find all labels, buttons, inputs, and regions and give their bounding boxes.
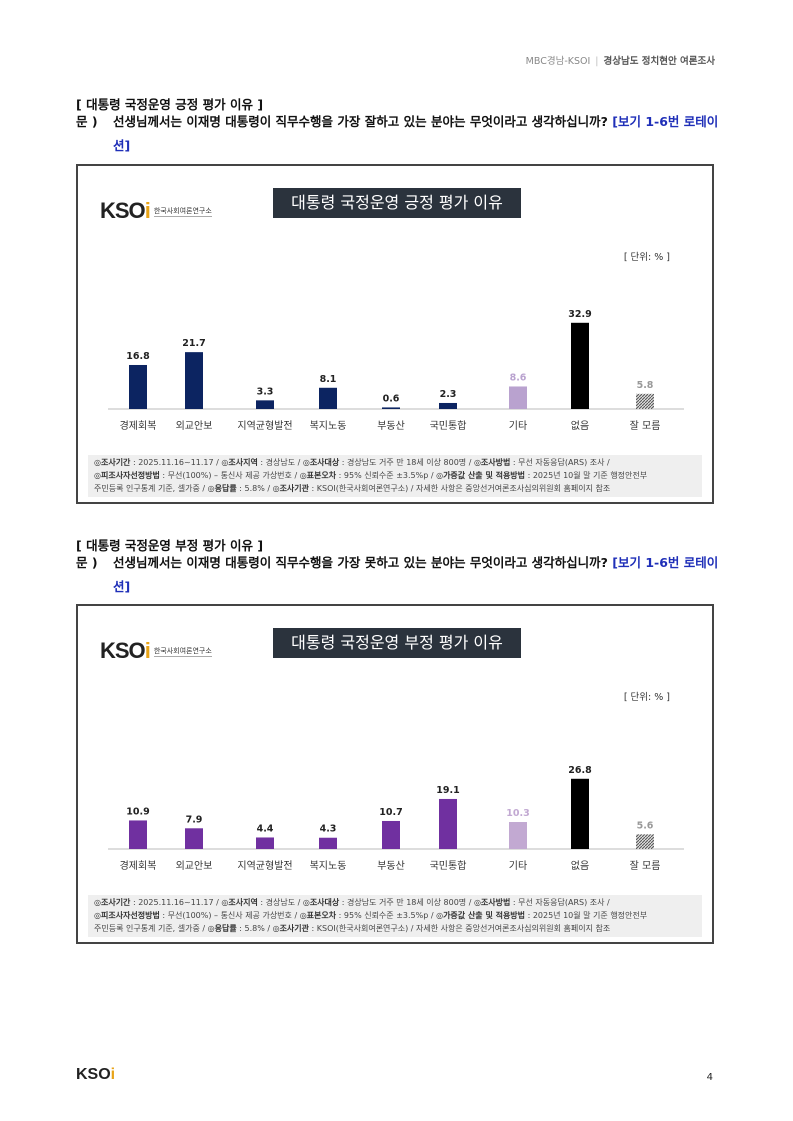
chart-panel-positive: KSOi 한국사회여론연구소 대통령 국정운영 긍정 평가 이유 [ 단위: % … — [76, 164, 714, 504]
bar-지역균형발전 — [256, 837, 274, 849]
bar-복지노동 — [319, 387, 337, 409]
question-text: 선생님께서는 이재명 대통령이 직무수행을 가장 못하고 있는 분야는 무엇이라… — [113, 555, 608, 570]
value-label: 5.6 — [637, 820, 654, 831]
value-label: 16.8 — [126, 351, 150, 362]
category-label: 지역균형발전 — [237, 860, 292, 872]
category-label: 복지노동 — [310, 860, 347, 872]
value-label: 10.9 — [126, 806, 149, 817]
category-label: 없음 — [571, 419, 589, 432]
category-label: 복지노동 — [310, 420, 347, 432]
logo-subtitle: 한국사회여론연구소 — [153, 206, 212, 217]
ksoi-logo: KSOi 한국사회여론연구소 — [100, 198, 212, 223]
category-label: 잘 모름 — [630, 420, 661, 432]
chart-panel-negative: KSOi 한국사회여론연구소 대통령 국정운영 부정 평가 이유 [ 단위: % … — [76, 604, 714, 944]
value-label: 26.8 — [568, 765, 592, 776]
bar-없음 — [571, 322, 589, 409]
chart-title: 대통령 국정운영 긍정 평가 이유 — [273, 188, 521, 218]
question: 문 ) 선생님께서는 이재명 대통령이 직무수행을 가장 잘하고 있는 분야는 무… — [76, 110, 726, 158]
category-label: 기타 — [509, 860, 527, 872]
category-label: 없음 — [571, 859, 589, 872]
question-label: 문 ) — [76, 114, 98, 129]
bar-외교안보 — [185, 828, 203, 849]
value-label: 8.6 — [510, 372, 527, 383]
value-label: 7.9 — [186, 814, 203, 825]
value-label: 10.7 — [379, 807, 402, 818]
value-label: 4.4 — [257, 823, 274, 834]
survey-footnote: ◎조사기간 : 2025.11.16~11.17 / ◎조사지역 : 경상남도 … — [88, 455, 702, 497]
category-label: 기타 — [509, 420, 527, 432]
footnote-line: ◎피조사자선정방법 : 무선(100%) – 통신사 제공 가상번호 / ◎표본… — [94, 471, 648, 480]
ksoi-logo: KSOi 한국사회여론연구소 — [100, 638, 212, 663]
page-number: 4 — [706, 1072, 713, 1083]
survey-footnote: ◎조사기간 : 2025.11.16~11.17 / ◎조사지역 : 경상남도 … — [88, 895, 702, 937]
section-title: [ 대통령 국정운영 부정 평가 이유 ] — [76, 538, 264, 553]
bar-복지노동 — [319, 837, 337, 849]
value-label: 3.3 — [257, 386, 274, 397]
header-title: 경상남도 정치현안 여론조사 — [603, 56, 716, 67]
bar-기타 — [509, 386, 527, 409]
bar-잘 모름 — [636, 834, 654, 849]
footnote-line: ◎조사기간 : 2025.11.16~11.17 / ◎조사지역 : 경상남도 … — [94, 458, 610, 467]
category-label: 외교안보 — [176, 420, 213, 432]
category-label: 부동산 — [377, 860, 405, 872]
footnote-line: ◎조사기간 : 2025.11.16~11.17 / ◎조사지역 : 경상남도 … — [94, 898, 610, 907]
question-label: 문 ) — [76, 555, 98, 570]
category-label: 잘 모름 — [630, 860, 661, 872]
bar-외교안보 — [185, 352, 203, 409]
bar-잘 모름 — [636, 393, 654, 409]
bar-국민통합 — [439, 402, 457, 409]
value-label: 5.8 — [637, 380, 654, 391]
value-label: 10.3 — [506, 808, 529, 819]
unit-label: [ 단위: % ] — [623, 252, 670, 263]
value-label: 19.1 — [436, 785, 459, 796]
bar-없음 — [571, 778, 589, 849]
value-label: 4.3 — [320, 824, 337, 835]
category-label: 외교안보 — [176, 860, 213, 872]
bar-부동산 — [382, 820, 400, 849]
category-label: 지역균형발전 — [237, 420, 292, 432]
footnote-line: ◎피조사자선정방법 : 무선(100%) – 통신사 제공 가상번호 / ◎표본… — [94, 911, 648, 920]
chart-title: 대통령 국정운영 부정 평가 이유 — [273, 628, 521, 658]
section-title: [ 대통령 국정운영 긍정 평가 이유 ] — [76, 97, 264, 112]
value-label: 8.1 — [320, 374, 337, 385]
footnote-line: 주민등록 인구통계 기준, 셀가중 / ◎응답률 : 5.8% / ◎조사기관 … — [94, 484, 611, 493]
rotation-note: [보기 1-6번 로테이션] — [113, 114, 719, 153]
value-label: 0.6 — [383, 393, 400, 404]
logo-subtitle: 한국사회여론연구소 — [153, 646, 212, 657]
bar-chart: 10.9 경제회복 7.9 외교안보 4.4 지역균형발전 4.3 복지노동 10.7 부동산 19… — [108, 765, 684, 872]
category-label: 경제회복 — [120, 859, 157, 872]
page-header: MBC경남-KSOI | 경상남도 정치현안 여론조사 — [525, 56, 716, 67]
footer-logo: KSOi — [76, 1066, 116, 1083]
bar-chart: 16.8 경제회복 21.7 외교안보 3.3 지역균형발전 8.1 복지노동 0.6 부동산 2.… — [108, 309, 684, 432]
header-source: MBC경남-KSOI — [525, 56, 591, 67]
category-label: 국민통합 — [430, 860, 467, 872]
bar-경제회복 — [129, 820, 147, 849]
bar-경제회복 — [129, 364, 147, 409]
unit-label: [ 단위: % ] — [623, 692, 670, 703]
value-label: 2.3 — [440, 389, 457, 400]
value-label: 21.7 — [182, 338, 205, 349]
category-label: 부동산 — [377, 420, 405, 432]
rotation-note: [보기 1-6번 로테이션] — [113, 555, 719, 594]
question-text: 선생님께서는 이재명 대통령이 직무수행을 가장 잘하고 있는 분야는 무엇이라… — [113, 114, 608, 129]
value-label: 32.9 — [568, 309, 591, 320]
bar-국민통합 — [439, 798, 457, 849]
category-label: 국민통합 — [430, 420, 467, 432]
category-label: 경제회복 — [120, 419, 157, 432]
bar-기타 — [509, 822, 527, 849]
bar-지역균형발전 — [256, 400, 274, 409]
bar-부동산 — [382, 407, 400, 409]
footnote-line: 주민등록 인구통계 기준, 셀가중 / ◎응답률 : 5.8% / ◎조사기관 … — [94, 924, 611, 933]
question: 문 ) 선생님께서는 이재명 대통령이 직무수행을 가장 못하고 있는 분야는 무… — [76, 551, 726, 599]
